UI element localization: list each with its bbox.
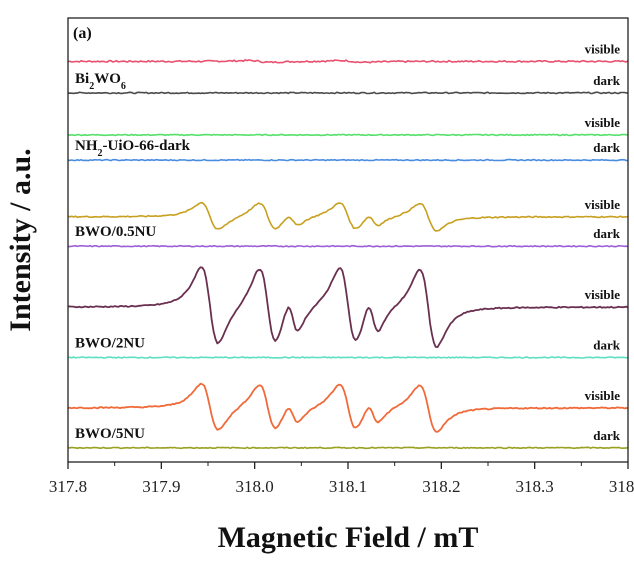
x-tick-label: 318.4 (609, 477, 634, 496)
series-line-bwo-5nu-dark (67, 446, 629, 450)
sample-label: BWO/5NU (75, 426, 145, 442)
series-line-bwo-2nu-visible (67, 266, 629, 349)
traces-group (67, 58, 629, 450)
condition-label: visible (585, 41, 621, 56)
x-tick-label: 318.0 (236, 477, 274, 496)
x-tick-label: 318.3 (516, 477, 554, 496)
series-line-bwo-2nu-dark (67, 356, 629, 359)
series-line-nh2-uio-66-dark-dark (67, 158, 629, 162)
panel-label: (a) (73, 25, 92, 42)
x-tick-label: 318.1 (329, 477, 367, 496)
x-tick-label: 317.8 (49, 477, 87, 496)
x-tick-label: 318.2 (422, 477, 460, 496)
sample-label: Bi2WO6 (75, 71, 126, 92)
series-line-bwo-0-5nu-visible (67, 201, 629, 232)
sample-label: BWO/2NU (75, 336, 145, 352)
condition-label: dark (593, 140, 621, 155)
labels-group: visible dark visible dark visible dark visible… (75, 41, 621, 442)
condition-label: dark (593, 338, 621, 353)
sample-label: NH2-UiO-66-dark (75, 138, 191, 159)
condition-label: dark (593, 428, 621, 443)
y-axis-title: Intensity / a.u. (4, 148, 37, 331)
x-axis-title: Magnetic Field / mT (218, 521, 479, 554)
series-line-bwo-0-5nu-dark (67, 244, 629, 248)
condition-label: visible (585, 287, 621, 302)
x-axis: 317.8 317.9 318.0 318.1 318.2 318.3 318.4 (49, 462, 634, 496)
series-line-bwo-5nu-visible (67, 382, 629, 433)
series-line-nh2-uio-66-dark-visible (67, 133, 629, 137)
series-line-bi2wo6-visible (67, 58, 629, 64)
sample-label: BWO/0.5NU (75, 224, 156, 240)
condition-label: dark (593, 73, 621, 88)
x-tick-label: 317.9 (142, 477, 180, 496)
condition-label: visible (585, 115, 621, 130)
condition-label: visible (585, 197, 621, 212)
condition-label: visible (585, 388, 621, 403)
series-line-bi2wo6-dark (67, 91, 628, 95)
condition-label: dark (593, 226, 621, 241)
